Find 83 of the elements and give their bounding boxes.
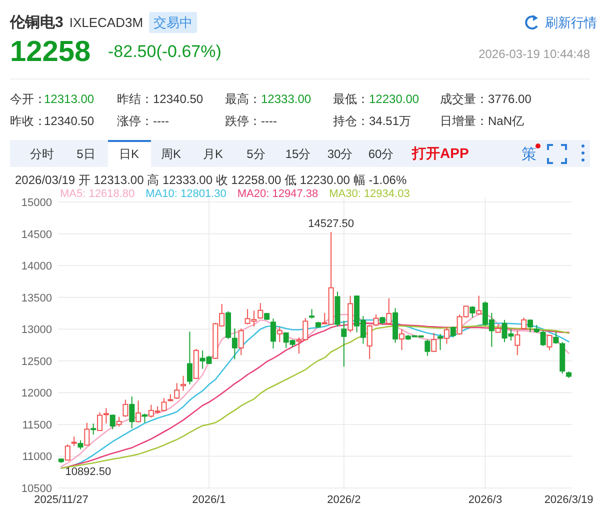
text: 日增量： (440, 114, 488, 128)
text: 12340.50 (44, 114, 94, 128)
y-tick-label: 13000 (21, 324, 52, 336)
candlestick (90, 422, 96, 436)
legend: MA5: 12618.80 MA10: 12801.30 MA20: 12947.38 MA30: 12934.03 (60, 188, 410, 200)
candlestick (258, 302, 264, 320)
x-tick-label: 2026/3 (468, 494, 502, 505)
candlestick (122, 399, 128, 418)
candlestick (444, 326, 450, 344)
candlestick (476, 295, 482, 315)
candlestick (424, 339, 430, 356)
text: 2026/03/19 开 12313.00 高 12333.00 收 12258.00 低 12230.00 幅 -1.06% (15, 173, 407, 187)
candlestick (527, 318, 533, 333)
text: 涨停： (117, 114, 153, 128)
candlestick (386, 298, 392, 325)
tabs: 分时 5日 日K 周K 月K 5分 15分 30分 60分 (30, 140, 394, 167)
chart-subtitle: IXLECAD3M (69, 15, 144, 30)
text: 3776.00 (488, 92, 532, 106)
candlestick (232, 328, 238, 360)
candlestick (450, 326, 456, 338)
candlestick (270, 318, 276, 349)
candlestick (174, 382, 180, 400)
y-tick-label: 10500 (21, 483, 52, 495)
candlestick (276, 326, 282, 343)
candlestick (366, 324, 372, 360)
candlestick (116, 416, 122, 428)
candlestick (470, 306, 476, 318)
candlestick (238, 328, 244, 356)
text: 今开： (10, 92, 46, 106)
annotation: 10892.50 (65, 466, 112, 478)
text: 12258 (10, 36, 91, 68)
candlestick (136, 400, 142, 424)
candlestick (180, 375, 186, 392)
text: 最低： (333, 92, 369, 106)
text: 跌停： (225, 114, 261, 128)
candlestick (431, 332, 437, 352)
x-tick-label: 2026/1 (192, 494, 226, 505)
text: 最高： (225, 92, 261, 106)
y-tick-label: 12000 (21, 388, 52, 400)
y-tick-label: 12500 (21, 356, 52, 368)
text: 成交量： (440, 92, 488, 106)
candlestick (64, 444, 70, 462)
text: 12333.00 (261, 92, 312, 106)
candlestick (546, 334, 552, 351)
y-tick-label: 15000 (21, 197, 52, 209)
text: 持仓： (333, 114, 369, 128)
text: 刷新行情 (545, 15, 597, 30)
candlestick (373, 314, 379, 326)
text: ---- (153, 114, 169, 128)
x-tick-label: 2026/2 (327, 494, 361, 505)
annotation: 14527.50 (308, 218, 354, 230)
text: 策 (522, 146, 536, 163)
text: 交易中 (154, 15, 193, 30)
candlestick (398, 328, 404, 351)
text: -82.50(-0.67%) (108, 42, 222, 61)
candlestick (186, 331, 192, 385)
text: NaN亿 (488, 114, 524, 128)
candlestick (341, 320, 347, 368)
text: 昨收： (10, 114, 46, 128)
y-tick-label: 13500 (21, 292, 52, 304)
candlestick (129, 396, 135, 429)
candlestick (71, 436, 77, 447)
text: 昨结： (117, 92, 153, 106)
x-tick-label: 2025/11/27 (34, 494, 88, 505)
x-tick-label: 2026/3/19 (544, 494, 594, 505)
text: 12340.50 (153, 92, 204, 106)
text: ---- (261, 114, 277, 128)
candlestick (309, 308, 315, 320)
text: 2026-03-19 10:44:48 (478, 47, 590, 61)
y-tick-label: 11000 (22, 451, 52, 464)
y-tick-label: 11500 (22, 419, 52, 432)
candlestick (514, 330, 520, 356)
candlestick (84, 422, 90, 446)
text: 12313.00 (44, 92, 94, 106)
text: 34.51万 (369, 114, 412, 128)
candlestick (438, 333, 444, 351)
text: 打开APP (411, 145, 469, 161)
text: 12230.00 (369, 92, 420, 106)
y-tick-label: 14000 (21, 260, 52, 273)
y-tick-label: 14500 (21, 228, 52, 241)
candlestick (110, 414, 116, 430)
chart-title: 伦铜电3 (9, 14, 64, 31)
candlestick (540, 330, 546, 346)
